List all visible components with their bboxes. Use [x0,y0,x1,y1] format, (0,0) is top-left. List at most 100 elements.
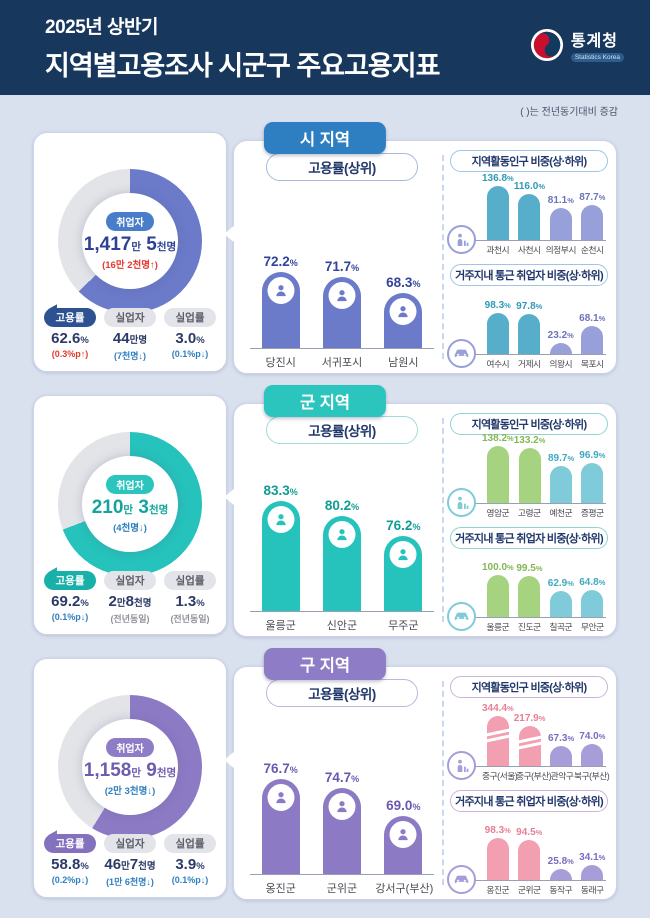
percent-suffix: % [567,857,574,866]
bar [518,840,541,880]
bar-column: 98.3% [482,825,514,880]
callout-notch-icon [224,225,235,243]
value-part: 62.6 [51,330,81,347]
employment-top-chart: 고용률(상위) 76.7% 74.7% 69.0% 옹진군 군위군 강서구(부산) [244,667,440,899]
bar [518,194,541,240]
chart-title: 고용률(상위) [266,416,418,444]
value-part: 만 [131,240,142,253]
bar-label: 순천시 [580,245,604,255]
bar [518,314,541,354]
stat-value: 2만8천명 [100,593,160,611]
bar-value: 64.8% [579,577,606,588]
percent-suffix: % [507,563,514,572]
stats-row: 고용률 69.2% (0.1%p↓) 실업자 2만8천명 (전년동일) 실업률 1.3% (전년… [40,571,220,625]
bar-value: 25.8% [547,856,574,867]
bar [322,277,361,348]
mini-bar-chart: 98.3% 97.8% 23.2% 68.1% 여수시 거제시 의왕시 목포시 [447,286,608,369]
value-part: % [196,335,205,346]
percent-suffix: % [567,331,574,340]
mini-bar-chart: 100.0% 99.5% 62.9% 64.8% 울릉군 진도군 칠곡군 무안군 [447,549,608,632]
bar-column: 23.2% [545,330,577,354]
percent-suffix: % [598,193,606,202]
percent-suffix: % [538,182,545,191]
value-part: 만 [123,503,134,516]
legend-note: ( )는 전년동기대비 증감 [520,107,618,118]
bar-label: 의정부시 [545,245,577,255]
value-part: 3 [133,496,149,518]
bar-label: 사천시 [517,245,541,255]
mini-panels: 지역활동인구 비중(상·하위) 138.2% 133.2% 89.7% 96.9% 영암군… [447,404,608,636]
person-icon [389,541,417,568]
bar [384,536,423,611]
bar-label: 군위군 [517,885,541,895]
axis-baseline [250,348,434,349]
bar-column: 98.3% [482,300,514,354]
person-icon [328,282,356,309]
activity-population-panel: 지역활동인구 비중(상·하위) 138.2% 133.2% 89.7% 96.9% 영암군… [447,413,608,518]
logo-name: 통계청 [570,33,618,51]
percent-suffix: % [567,579,574,588]
stat-change: (전년동일) [110,614,150,624]
axis-baseline [456,503,606,504]
percent-suffix: % [567,196,574,205]
stat-value: 44만명 [100,330,160,348]
bar-value: 136.8% [482,173,514,184]
bar-column: 74.0% [577,731,608,766]
bar-value: 67.3% [547,733,575,744]
bar-label: 진도군 [517,622,541,632]
bar-column: 94.5% [514,827,546,880]
percent-suffix: % [507,434,514,443]
chart-title: 고용률(상위) [266,153,418,181]
percent-suffix: % [535,564,543,573]
stat-change: (전년동일) [170,614,210,624]
bar-value: 76.2% [386,518,421,533]
charts-card: 고용률(상위) 72.2% 71.7% 68.3% 당진시 서귀포시 남원시 지역활동인구 비… [224,140,617,374]
header-subtitle: 2025년 상반기 [45,17,158,38]
bar-value: 87.7% [579,192,606,203]
percent-suffix: % [507,704,514,713]
panel-title: 지역활동인구 비중(상·하위) [450,150,608,172]
person-icon [267,784,295,811]
bar-label: 증평군 [580,508,604,518]
stat-value: 1.3% [160,593,220,611]
section-title: 시 지역 [263,122,387,154]
stat-value: 58.8% [40,856,100,874]
chart-title: 고용률(상위) [266,679,418,707]
value-part: 46 [104,856,122,873]
stat-label: 실업률 [163,308,217,327]
employment-top-chart: 고용률(상위) 83.3% 80.2% 76.2% 울릉군 신안군 무주군 [244,404,440,636]
car-icon [447,865,476,894]
bar [261,272,300,348]
value-part: 천명 [138,861,156,872]
stat-change: (0.1%p↓) [51,612,89,622]
stat-value: 46만7천명 [100,856,160,874]
bars: 83.3% 80.2% 76.2% [250,483,434,611]
value-part: 천명 [156,766,177,779]
axis-baseline [456,240,606,241]
mini-panels: 지역활동인구 비중(상·하위) 344.4% 217.9% 67.3% 74.0% 중구(… [447,667,610,899]
percent-suffix: % [598,578,606,587]
bar-label: 고령군 [517,508,541,518]
axis-baseline [456,766,606,767]
bar-value: 69.0% [386,798,421,813]
bar-label: 여수시 [486,359,510,369]
person-icon [328,521,356,548]
section-title: 군 지역 [263,385,387,417]
taegeuk-logo-icon [530,28,564,67]
category-labels: 중구(서울) 중구(부산) 관악구 북구(부산) [482,769,610,782]
percent-suffix: % [289,258,298,268]
percent-suffix: % [412,522,421,532]
bar-label: 무주군 [388,620,419,632]
percent-suffix: % [412,802,421,812]
bars: 344.4% 217.9% 67.3% 74.0% [482,703,608,766]
panel-title: 지역활동인구 비중(상·하위) [450,676,608,698]
donut-center: 취업자 1,158만 9천명 (2만 3천명↓) [82,719,178,815]
bar-value: 23.2% [547,330,574,341]
bar-value: 74.0% [579,731,606,742]
dashed-divider [442,155,444,359]
stats-row: 고용률 58.8% (0.2%p↓) 실업자 46만7천명 (1만 6천명↓) 실업률 3.9… [40,834,220,888]
employment-top-chart: 고용률(상위) 72.2% 71.7% 68.3% 당진시 서귀포시 남원시 [244,141,440,373]
bar-label: 중구(부산) [516,771,552,781]
mini-panels: 지역활동인구 비중(상·하위) 136.8% 116.0% 81.1% 87.7% 과천시… [447,141,608,373]
bar [550,466,573,503]
